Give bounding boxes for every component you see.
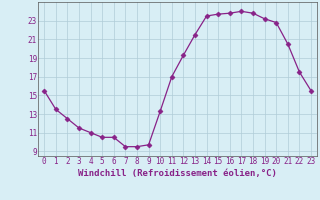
X-axis label: Windchill (Refroidissement éolien,°C): Windchill (Refroidissement éolien,°C): [78, 169, 277, 178]
